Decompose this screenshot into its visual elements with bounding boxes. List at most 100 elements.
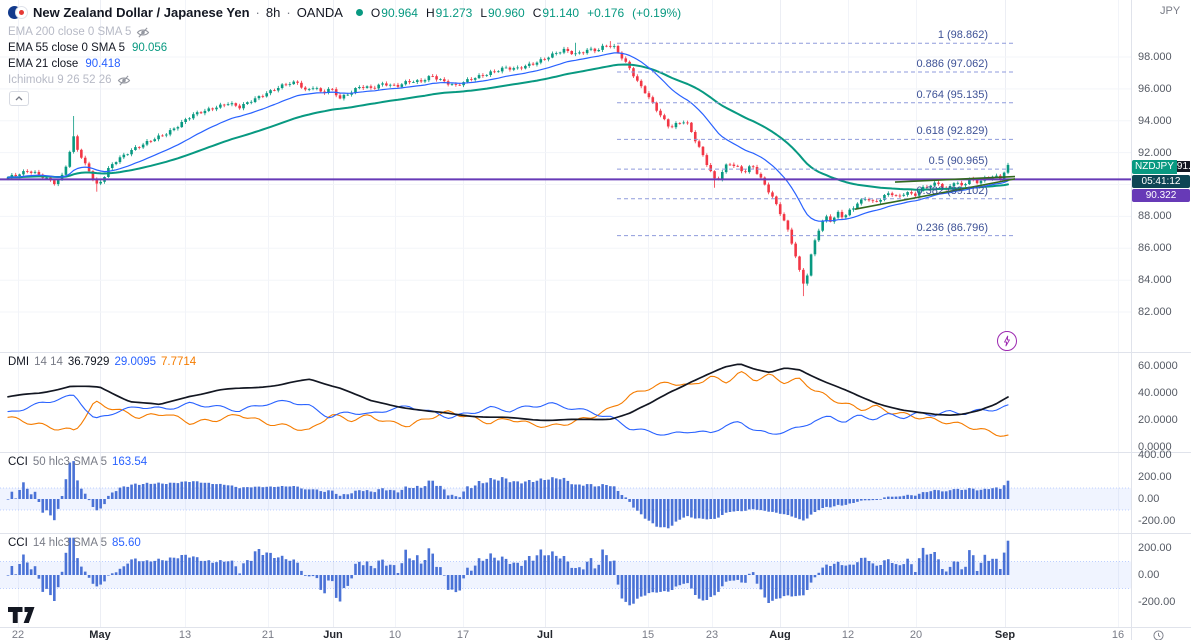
indicator-tick-label: 0.00 [1138, 569, 1160, 581]
chart-header: New Zealand Dollar / Japanese Yen · 8h ·… [8, 5, 681, 20]
tradingview-logo-icon [8, 607, 35, 623]
price-tick-label: 98.000 [1138, 51, 1172, 63]
time-tick-label: May [89, 629, 111, 640]
interval-label[interactable]: 8h [265, 5, 281, 20]
chevron-up-icon [15, 96, 23, 101]
clock-glyph [1153, 630, 1164, 640]
fib-level-label: 0.886 (97.062) [916, 58, 988, 70]
last-price-value: 91.140 [1176, 161, 1190, 173]
bar-countdown-badge: 05:41:12 [1132, 174, 1190, 188]
time-tick-label: 12 [841, 629, 855, 640]
time-tick-label: Jul [537, 629, 553, 640]
indicator-tick-label: 0.0000 [1138, 441, 1172, 453]
pane-separator[interactable] [0, 351, 1131, 354]
indicator-name: CCI [8, 456, 28, 468]
clock-icon[interactable] [1153, 628, 1164, 640]
indicator-value: 7.7714 [161, 356, 197, 368]
fib-level-label: 0.382 (89.102) [916, 185, 988, 197]
pane-separator[interactable] [0, 451, 1131, 454]
cci50-indicator-label[interactable]: CCI 50 hlc3 SMA 5 163.54 [8, 456, 147, 468]
indicator-legend-row[interactable]: EMA 21 close 90.418 [8, 56, 167, 72]
ohlc-high: H91.273 [425, 5, 473, 20]
time-tick-label: 17 [456, 629, 470, 640]
time-tick-label: 22 [11, 629, 25, 640]
indicator-params: 14 14 [34, 356, 63, 368]
ema-layer [7, 52, 1009, 222]
indicator-legend-title: EMA 55 close 0 SMA 5 [8, 42, 125, 54]
grid-layer [0, 0, 1131, 627]
indicator-tick-label: 0.00 [1138, 493, 1160, 505]
indicator-legend-title: EMA 21 close [8, 58, 79, 70]
cci50-histogram [6, 461, 1010, 529]
fib-layer [617, 42, 1013, 237]
price-change-pct: (+0.19%) [632, 5, 682, 20]
time-tick-label: 10 [388, 629, 402, 640]
price-tick-label: 82.000 [1138, 306, 1172, 318]
ohlc-values: O90.964 H91.273 L90.960 C91.140 +0.176 (… [371, 6, 681, 20]
indicator-legend-row[interactable]: EMA 200 close 0 SMA 5 [8, 24, 167, 40]
indicator-name: CCI [8, 537, 28, 549]
time-tick-label: 15 [641, 629, 655, 640]
indicator-legend-row[interactable]: Ichimoku 9 26 52 26 [8, 72, 167, 88]
indicator-tick-label: 200.00 [1138, 471, 1172, 483]
indicator-tick-label: 200.00 [1138, 542, 1172, 554]
indicator-legend: EMA 200 close 0 SMA 5 EMA 55 close 0 SMA … [8, 24, 167, 88]
lightning-button[interactable] [997, 331, 1017, 351]
horizontal-line-price-badge: 90.322 [1132, 188, 1190, 202]
time-tick-label: Aug [769, 629, 791, 640]
fib-level-label: 0.236 (86.796) [916, 222, 988, 234]
cci14-histogram [6, 537, 1010, 606]
cci14-indicator-label[interactable]: CCI 14 hlc3 SMA 5 85.60 [8, 537, 141, 549]
indicator-name: DMI [8, 356, 30, 368]
price-tick-label: 88.000 [1138, 210, 1172, 222]
price-tick-label: 84.000 [1138, 274, 1172, 286]
pane-separator[interactable] [0, 532, 1131, 535]
indicator-legend-row[interactable]: EMA 55 close 0 SMA 5 90.056 [8, 40, 167, 56]
ohlc-close: C91.140 [532, 5, 580, 20]
indicator-value: 29.0095 [114, 356, 157, 368]
axis-currency-label: JPY [1160, 5, 1181, 17]
indicator-tick-label: 60.0000 [1138, 360, 1178, 372]
trendline-layer [854, 175, 1016, 210]
eye-slash-icon[interactable] [117, 74, 131, 86]
time-tick-label: 23 [705, 629, 719, 640]
fib-level-label: 1 (98.862) [937, 29, 988, 41]
dmi-layer [7, 363, 1009, 437]
time-tick-label: 20 [909, 629, 923, 640]
jpy-flag-circle [15, 5, 28, 19]
indicator-legend-title: EMA 200 close 0 SMA 5 [8, 26, 132, 38]
indicator-tick-label: -200.00 [1138, 596, 1176, 608]
time-tick-label: Jun [323, 629, 343, 640]
price-tick-label: 94.000 [1138, 115, 1172, 127]
indicator-legend-title: Ichimoku 9 26 52 26 [8, 74, 112, 86]
indicator-tick-label: -200.00 [1138, 515, 1176, 527]
fib-level-label: 0.5 (90.965) [928, 155, 988, 167]
fib-level-label: 0.764 (95.135) [916, 89, 988, 101]
indicator-params: 14 hlc3 SMA 5 [32, 537, 107, 549]
title-separator: · [255, 5, 260, 20]
indicator-value: 163.54 [111, 456, 148, 468]
time-tick-label: 13 [178, 629, 192, 640]
ohlc-open: O90.964 [370, 5, 418, 20]
indicator-value: 36.7929 [67, 356, 110, 368]
price-tick-label: 86.000 [1138, 242, 1172, 254]
exchange-label[interactable]: OANDA [296, 5, 343, 20]
eye-slash-icon [117, 74, 130, 86]
dmi-indicator-label[interactable]: DMI 14 14 36.7929 29.0095 7.7714 [8, 356, 196, 368]
eye-slash-icon[interactable] [136, 26, 150, 38]
price-tick-label: 96.000 [1138, 83, 1172, 95]
symbol-chip: NZDJPY [1132, 160, 1177, 174]
indicator-params: 50 hlc3 SMA 5 [32, 456, 107, 468]
lightning-icon [1004, 335, 1010, 347]
legend-collapse-button[interactable] [9, 91, 29, 106]
tradingview-logo[interactable] [8, 607, 38, 629]
price-change: +0.176 [587, 5, 625, 20]
time-tick-label: 16 [1111, 629, 1125, 640]
symbol-title[interactable]: New Zealand Dollar / Japanese Yen [33, 5, 250, 20]
indicator-legend-value: 90.056 [131, 42, 168, 54]
eye-slash-icon [137, 26, 150, 38]
time-tick-label: Sep [994, 629, 1016, 640]
fib-level-label: 0.618 (92.829) [916, 125, 988, 137]
